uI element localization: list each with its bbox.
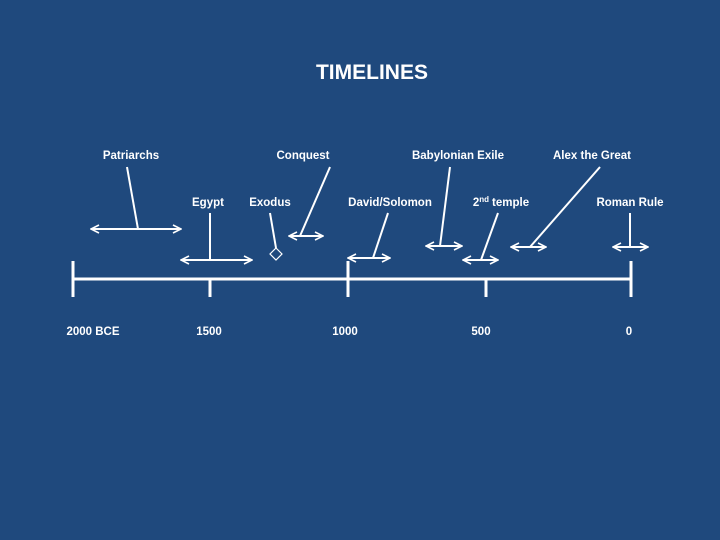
ordinal: 2 (473, 197, 479, 209)
event-label-text: temple (492, 197, 529, 209)
axis-label: 1000 (332, 326, 358, 338)
event-label: Alex the Great (553, 150, 631, 162)
pointer (269, 212, 277, 249)
pointer (439, 166, 451, 247)
pointer (126, 166, 139, 230)
axis-label: 0 (626, 326, 632, 338)
axis-label: 2000 BCE (66, 326, 119, 338)
ordinal-suffix: nd (479, 195, 489, 204)
pointer (372, 212, 389, 259)
axis-label: 1500 (196, 326, 222, 338)
event-label: 2nd temple (473, 195, 529, 209)
event-label: Patriarchs (103, 150, 159, 162)
event-label: Conquest (276, 150, 329, 162)
event-label: Babylonian Exile (412, 150, 504, 162)
event-label: David/Solomon (348, 197, 432, 209)
pointer (529, 166, 601, 248)
event-label: Egypt (192, 197, 224, 209)
point-marker (269, 247, 283, 261)
events: Patriarchs Egypt Exodus Conquest David/S… (91, 150, 664, 260)
event-label: Exodus (249, 197, 291, 209)
event-label: Roman Rule (596, 197, 663, 209)
axis-label: 500 (471, 326, 490, 338)
pointer (480, 212, 499, 261)
timeline-axis: 2000 BCE 1500 1000 500 0 (66, 261, 633, 338)
title: TIMELINES (316, 61, 428, 84)
pointer (299, 166, 331, 237)
